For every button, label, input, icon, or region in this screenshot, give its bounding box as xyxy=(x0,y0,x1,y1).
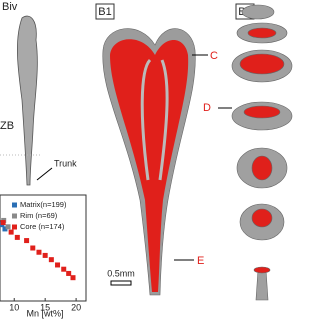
label: C xyxy=(210,50,218,62)
legend-label: Rim (n=69) xyxy=(20,211,58,220)
legend-swatch xyxy=(12,202,17,208)
plot-frame xyxy=(0,194,87,302)
point xyxy=(70,275,76,281)
point xyxy=(48,257,54,263)
plot xyxy=(0,217,76,281)
rim xyxy=(140,58,169,181)
point xyxy=(61,266,67,272)
arrow xyxy=(36,167,53,181)
x-tick-label: 10 xyxy=(9,302,19,312)
legend-swatch xyxy=(12,213,17,219)
point xyxy=(30,245,36,251)
point xyxy=(0,220,6,226)
point xyxy=(55,262,61,268)
label: ZB xyxy=(0,120,14,132)
point xyxy=(36,249,42,255)
core xyxy=(110,39,189,292)
slices xyxy=(231,4,293,301)
point xyxy=(24,238,30,244)
point xyxy=(14,234,20,240)
legend-label: Core (n=174) xyxy=(20,222,65,231)
panel-box xyxy=(95,3,115,20)
label: Trunk xyxy=(54,158,77,168)
label: Biv xyxy=(2,1,18,13)
label: 0.5mm xyxy=(107,268,135,278)
x-axis-label: Mn [wt%] xyxy=(26,308,63,318)
label: D xyxy=(203,102,211,114)
point xyxy=(2,226,8,232)
label: E xyxy=(197,255,204,267)
point xyxy=(5,224,11,230)
x-tick-label: 15 xyxy=(40,302,50,312)
panel-label: B1 xyxy=(98,6,111,18)
point xyxy=(8,229,14,235)
point xyxy=(42,252,48,258)
legend-swatch xyxy=(12,224,17,230)
x-tick-label: 20 xyxy=(71,302,81,312)
scale-bar xyxy=(110,280,132,286)
point xyxy=(66,270,72,276)
sculpture xyxy=(16,15,38,186)
legend-label: Matrix(n=199) xyxy=(20,200,67,209)
